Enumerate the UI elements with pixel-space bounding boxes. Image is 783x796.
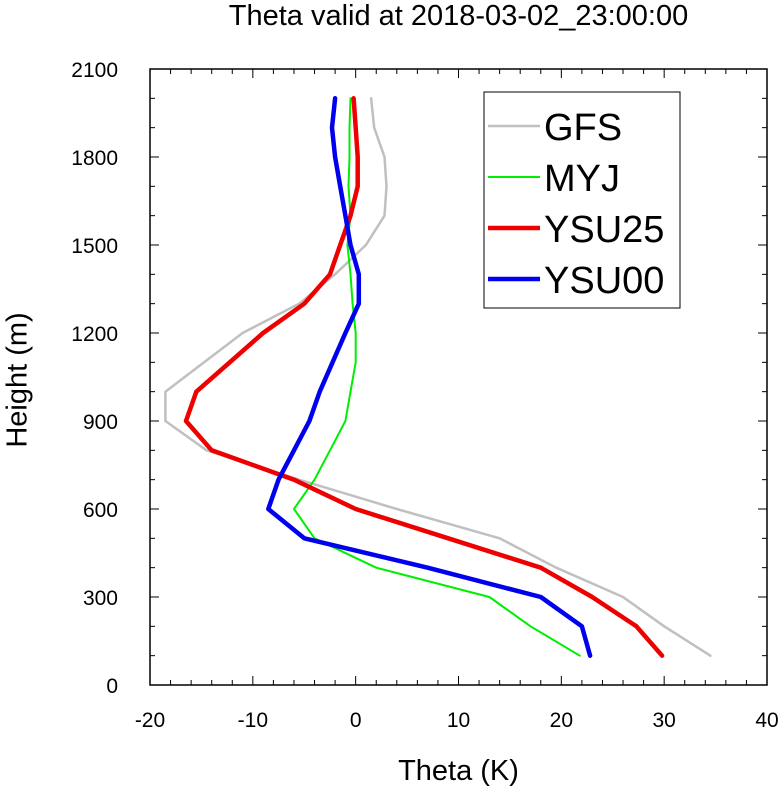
y-tick-label: 0 [106, 675, 118, 698]
chart-title: Theta valid at 2018-03-02_23:00:00 [228, 0, 689, 32]
y-tick-label: 600 [83, 499, 118, 522]
y-tick-label: 900 [83, 411, 118, 434]
x-tick-label: -10 [238, 709, 268, 732]
legend-label-gfs: GFS [544, 107, 622, 149]
x-tick-label: 20 [550, 709, 573, 732]
y-tick-label: 300 [83, 587, 118, 610]
x-tick-label: 0 [350, 709, 362, 732]
x-tick-label: 30 [652, 709, 675, 732]
legend-label-myj: MYJ [544, 158, 620, 200]
y-axis-label: Height (m) [1, 312, 34, 448]
y-tick-label: 1200 [71, 323, 118, 346]
series-line-gfs [164, 97, 712, 657]
legend-label-ysu25: YSU25 [544, 209, 664, 251]
legend-box [483, 91, 681, 309]
y-tick-label: 2100 [71, 59, 118, 82]
y-tick-label: 1500 [71, 235, 118, 258]
x-tick-label: 40 [755, 709, 778, 732]
series-line-ysu00 [266, 96, 593, 658]
x-tick-label: 10 [447, 709, 470, 732]
series-line-myj [293, 97, 581, 657]
x-axis-label: Theta (K) [398, 755, 519, 787]
x-tick-label: -20 [135, 709, 165, 732]
series-line-ysu25 [183, 96, 665, 658]
legend-label-ysu00: YSU00 [544, 260, 664, 302]
y-tick-label: 1800 [71, 147, 118, 170]
